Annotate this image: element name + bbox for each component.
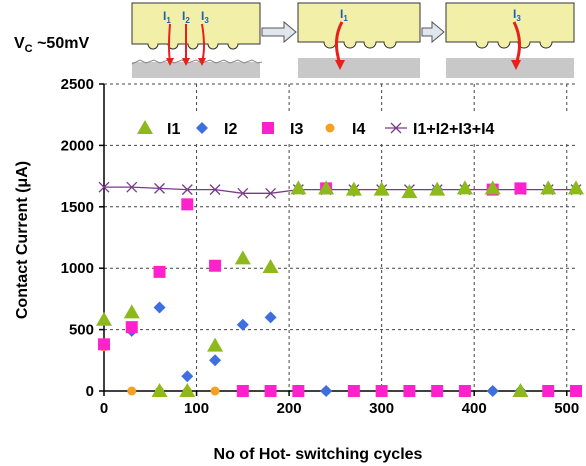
contact-illustration-1: I1 I2 I3	[132, 3, 262, 78]
data-point-i1	[457, 180, 473, 194]
data-point-i3	[514, 182, 526, 194]
y-tick-label: 1500	[61, 199, 94, 216]
y-tick-label: 2000	[61, 137, 94, 154]
x-axis-title: No of Hot- switching cycles	[214, 446, 423, 463]
data-point-i3	[570, 385, 582, 397]
contact-body-1	[132, 3, 260, 49]
data-point-i2	[320, 385, 332, 397]
x-tick-label: 500	[554, 400, 579, 417]
data-point-i3	[292, 385, 304, 397]
data-point-i3	[431, 385, 443, 397]
data-point-i1	[346, 182, 362, 196]
data-point-i1	[540, 180, 556, 194]
data-point-i2	[487, 385, 499, 397]
vc-label: VC ~50mV	[14, 35, 89, 55]
contact-body-3	[446, 3, 574, 48]
y-tick-label: 2500	[61, 76, 94, 93]
legend-label-i1-plus-i2-plus-i3-plus-i4: I1+I2+I3+I4	[413, 121, 495, 138]
substrate-3	[446, 58, 574, 78]
series	[96, 180, 584, 397]
y-tick-label: 0	[86, 383, 94, 400]
data-point-i1	[401, 184, 417, 198]
data-point-i3	[348, 385, 360, 397]
data-point-i3	[459, 385, 471, 397]
data-point-i3	[265, 385, 277, 397]
transition-arrow-2	[422, 22, 444, 42]
data-point-i3	[98, 338, 110, 350]
legend-box	[116, 112, 576, 144]
data-point-i2	[154, 301, 166, 313]
x-tick-label: 200	[277, 400, 302, 417]
data-point-i1	[263, 259, 279, 273]
current-arrow-1	[169, 24, 170, 62]
x-tick-label: 100	[184, 400, 209, 417]
legend-label-i1: I1	[167, 121, 180, 138]
contact-illustration-3: I3	[446, 3, 574, 78]
y-axis-title: Contact Current (μA)	[14, 161, 31, 319]
data-point-i3	[181, 198, 193, 210]
data-point-i2	[181, 370, 193, 382]
data-point-i3	[209, 260, 221, 272]
data-point-i3	[376, 385, 388, 397]
data-point-i1	[152, 383, 168, 397]
legend-marker-i3	[262, 122, 274, 134]
data-point-i4	[127, 387, 136, 396]
data-point-i1	[290, 180, 306, 194]
data-point-i4	[211, 387, 220, 396]
data-point-i1	[568, 180, 584, 194]
y-tick-label: 500	[69, 322, 94, 339]
substrate-1	[132, 62, 260, 78]
contact-illustration-2: I1	[298, 3, 420, 78]
data-point-i1	[429, 182, 445, 196]
data-point-i1	[374, 182, 390, 196]
legend: I1 I2 I3 I4 I1+I2+I3+I4	[116, 112, 576, 144]
legend-label-i4: I4	[352, 121, 365, 138]
data-point-i1	[512, 383, 528, 397]
transition-arrow-1	[262, 22, 296, 42]
data-point-i3	[126, 321, 138, 333]
x-tick-label: 400	[462, 400, 487, 417]
data-point-i2	[237, 319, 249, 331]
x-tick-label: 0	[100, 400, 108, 417]
data-point-i1	[124, 304, 140, 318]
data-point-i1	[207, 338, 223, 352]
data-point-i1	[179, 383, 195, 397]
x-tick-label: 300	[369, 400, 394, 417]
data-point-i3	[237, 385, 249, 397]
legend-label-i2: I2	[224, 121, 237, 138]
data-point-i2	[209, 354, 221, 366]
data-point-i3	[403, 385, 415, 397]
data-point-i2	[265, 311, 277, 323]
data-point-i1	[96, 312, 112, 326]
contact-body-2	[298, 3, 420, 48]
data-point-i1	[235, 250, 251, 264]
substrate-2	[298, 58, 420, 78]
series-line-i1-plus-i2-plus-i3-plus-i4	[104, 187, 576, 193]
legend-marker-i4	[326, 124, 335, 133]
data-point-i3	[154, 266, 166, 278]
y-tick-label: 1000	[61, 260, 94, 277]
legend-label-i3: I3	[290, 121, 303, 138]
data-point-i3	[542, 385, 554, 397]
